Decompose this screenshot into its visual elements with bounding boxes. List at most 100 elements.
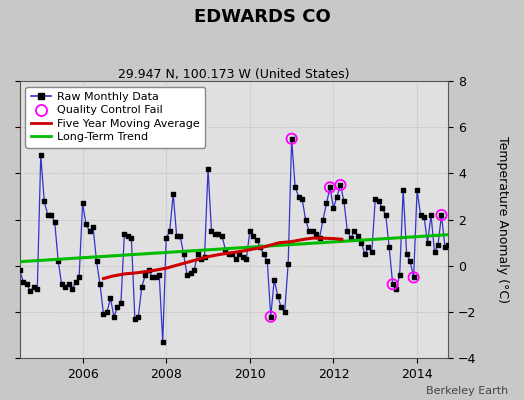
Point xyxy=(444,242,453,248)
Point xyxy=(19,279,28,285)
Point xyxy=(148,274,157,281)
Point xyxy=(385,244,394,250)
Point xyxy=(277,304,286,311)
Point xyxy=(399,186,407,193)
Point xyxy=(371,196,379,202)
Point xyxy=(23,281,31,288)
Point xyxy=(166,228,174,234)
Point xyxy=(193,251,202,258)
Point xyxy=(381,212,390,218)
Point xyxy=(47,212,56,218)
Point xyxy=(172,233,181,239)
Point xyxy=(333,193,341,200)
Text: EDWARDS CO: EDWARDS CO xyxy=(194,8,330,26)
Point xyxy=(343,228,352,234)
Point xyxy=(423,240,432,246)
Point xyxy=(204,166,212,172)
Point xyxy=(238,254,247,260)
Point xyxy=(33,286,41,292)
Point xyxy=(117,300,125,306)
Point xyxy=(211,230,219,237)
Point xyxy=(319,216,327,223)
Point xyxy=(267,314,275,320)
Point xyxy=(409,274,418,281)
Point xyxy=(71,279,80,285)
Point xyxy=(159,339,167,345)
Point xyxy=(82,221,90,228)
Point xyxy=(364,244,373,250)
Legend: Raw Monthly Data, Quality Control Fail, Five Year Moving Average, Long-Term Tren: Raw Monthly Data, Quality Control Fail, … xyxy=(26,86,205,148)
Point xyxy=(308,228,316,234)
Point xyxy=(235,251,244,258)
Point xyxy=(134,314,143,320)
Point xyxy=(103,309,111,315)
Point xyxy=(130,316,139,322)
Point xyxy=(312,230,320,237)
Point xyxy=(246,228,254,234)
Point xyxy=(288,136,296,142)
Point xyxy=(40,198,48,204)
Point xyxy=(12,254,20,260)
Point xyxy=(388,281,397,288)
Point xyxy=(0,249,7,255)
Point xyxy=(347,235,355,241)
Point xyxy=(138,284,146,290)
Point xyxy=(208,228,216,234)
Point xyxy=(75,274,83,281)
Point xyxy=(368,249,376,255)
Point xyxy=(329,205,337,211)
Point xyxy=(68,286,77,292)
Point xyxy=(438,212,446,218)
Point xyxy=(242,256,250,262)
Point xyxy=(96,281,104,288)
Point xyxy=(354,233,362,239)
Point xyxy=(99,311,107,318)
Point xyxy=(357,240,366,246)
Point xyxy=(336,182,345,188)
Point xyxy=(50,219,59,225)
Point xyxy=(305,228,313,234)
Point xyxy=(438,212,446,218)
Point xyxy=(127,235,136,241)
Point xyxy=(388,281,397,288)
Point xyxy=(187,270,195,276)
Point xyxy=(350,228,358,234)
Point xyxy=(274,293,282,299)
Y-axis label: Temperature Anomaly (°C): Temperature Anomaly (°C) xyxy=(496,136,509,303)
Point xyxy=(326,184,334,190)
Point xyxy=(253,237,261,244)
Point xyxy=(326,184,334,190)
Point xyxy=(315,235,324,241)
Point xyxy=(396,272,404,278)
Point xyxy=(259,251,268,258)
Point xyxy=(120,230,128,237)
Point xyxy=(406,258,414,264)
Point xyxy=(280,309,289,315)
Point xyxy=(9,221,17,228)
Point xyxy=(85,228,94,234)
Point xyxy=(322,200,331,207)
Point xyxy=(155,272,163,278)
Point xyxy=(110,314,118,320)
Point xyxy=(291,184,299,190)
Point xyxy=(79,200,87,207)
Point xyxy=(58,281,66,288)
Point xyxy=(294,193,303,200)
Point xyxy=(218,233,226,239)
Point xyxy=(298,196,307,202)
Text: Berkeley Earth: Berkeley Earth xyxy=(426,386,508,396)
Point xyxy=(64,281,73,288)
Point xyxy=(375,198,383,204)
Point xyxy=(402,251,411,258)
Point xyxy=(29,284,38,290)
Point xyxy=(427,212,435,218)
Point xyxy=(288,136,296,142)
Point xyxy=(113,304,122,311)
Point xyxy=(378,205,387,211)
Point xyxy=(5,214,14,220)
Point xyxy=(26,288,35,294)
Point xyxy=(336,182,345,188)
Point xyxy=(417,212,425,218)
Title: 29.947 N, 100.173 W (United States): 29.947 N, 100.173 W (United States) xyxy=(118,68,350,81)
Point xyxy=(263,258,271,264)
